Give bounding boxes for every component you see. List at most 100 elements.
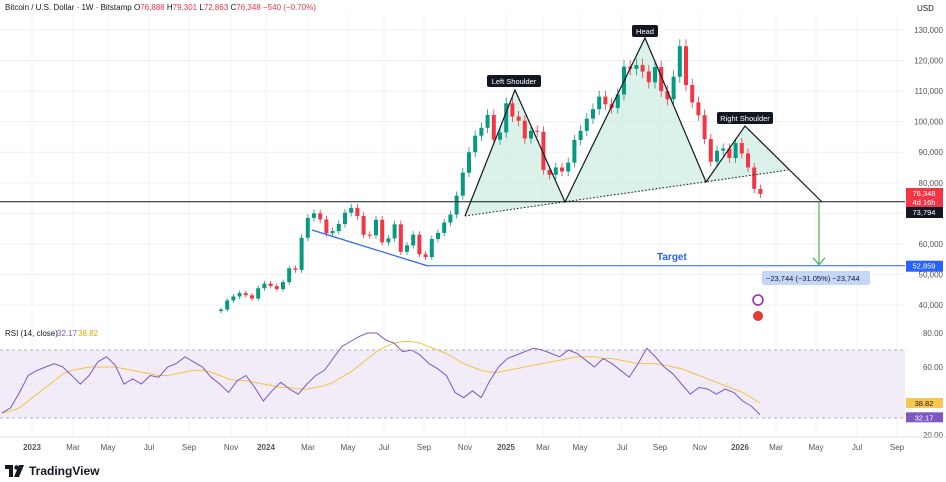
candle-body <box>653 66 657 83</box>
candle-body <box>715 150 719 162</box>
candle-body <box>386 238 391 243</box>
target-level-label: 52,859 <box>913 262 936 271</box>
rsi-tick-label: 20.00 <box>923 431 944 440</box>
time-tick-label: Mar <box>66 443 80 452</box>
rsi-value: 32.17 <box>57 329 78 338</box>
candle-body <box>243 293 248 296</box>
candle-body <box>752 167 757 189</box>
open-value: 76,888 <box>140 3 165 12</box>
candle-body <box>504 103 509 133</box>
flag-icon <box>753 311 763 321</box>
rsi-ma-value: 38.82 <box>78 329 99 338</box>
high-value: 79,301 <box>172 3 198 12</box>
last-price-tag <box>906 188 943 208</box>
currency-label: USD <box>917 4 934 13</box>
symbol-header: Bitcoin / U.S. Dollar · 1W · Bitstamp O7… <box>5 3 316 12</box>
candle-body <box>287 268 292 283</box>
head-label: Head <box>636 27 654 36</box>
time-tick-label: Jul <box>379 443 389 452</box>
candle-body <box>454 195 459 215</box>
right-shoulder-label-bg <box>717 112 773 124</box>
target-label: Target <box>657 252 687 263</box>
candle-body <box>231 296 236 301</box>
candle-body <box>485 114 490 128</box>
candle-body <box>733 143 738 159</box>
candle-body <box>312 213 316 218</box>
candle-body <box>572 140 577 163</box>
candle-body <box>758 188 763 194</box>
high-label: H <box>166 3 173 12</box>
close-value: 76,348 <box>236 3 261 12</box>
measure-label: −23,744 (−31.05%) −23,744 <box>766 274 860 283</box>
time-tick-label: Sep <box>417 443 432 452</box>
candle-body <box>436 232 440 239</box>
rsi-ma-tag <box>906 398 943 409</box>
candle-body <box>460 172 465 196</box>
candle-body <box>708 139 713 162</box>
candle-body <box>268 283 273 287</box>
rsi-tick-label: 60.00 <box>923 363 944 372</box>
candle-body <box>684 46 688 85</box>
lightning-icon <box>752 294 764 306</box>
rsi-tick-label: 80.00 <box>923 329 944 338</box>
candle-body <box>349 207 354 213</box>
price-tick-label: 110,000 <box>915 87 944 96</box>
time-tick-label: Nov <box>458 443 472 452</box>
time-tick-label: 2023 <box>23 443 41 452</box>
time-tick-label: Sep <box>182 443 197 452</box>
candle-body <box>330 231 335 234</box>
candle-body <box>442 222 447 233</box>
pattern-outline <box>464 36 823 217</box>
time-tick-label: May <box>572 443 587 452</box>
candle-body <box>677 46 682 77</box>
left-shoulder-label-bg <box>487 75 541 87</box>
low-label: L <box>199 3 204 12</box>
candle-body <box>535 130 540 132</box>
rsi-ma-line <box>1 341 761 414</box>
time-tick-label: Nov <box>693 443 707 452</box>
candle-body <box>541 131 546 170</box>
candle-body <box>411 234 416 246</box>
candle-body <box>417 234 422 255</box>
target-arrow-head <box>812 257 826 266</box>
candle-body <box>343 212 347 225</box>
support-trend-line <box>311 229 429 267</box>
candle-body <box>479 127 484 136</box>
candle-body <box>237 293 242 297</box>
candle-body <box>318 213 323 220</box>
candle-body <box>448 214 453 223</box>
candle-body <box>516 116 521 121</box>
candle-body <box>584 118 589 131</box>
time-tick-label: 2026 <box>731 443 749 452</box>
right-shoulder-label: Right Shoulder <box>720 114 770 123</box>
tradingview-logo[interactable]: TradingView <box>5 464 99 478</box>
candle-body <box>324 219 329 234</box>
rsi-line <box>1 332 761 415</box>
candle-body <box>671 76 676 100</box>
candle-body <box>696 102 701 116</box>
candle-body <box>380 219 385 243</box>
price-tick-label: 90,000 <box>919 148 944 157</box>
candle-body <box>274 286 279 290</box>
low-value: 72,863 <box>203 3 229 12</box>
rsi-tag-label: 32.17 <box>915 413 934 422</box>
candle-body <box>361 216 366 235</box>
rsi-tag <box>906 412 943 423</box>
candle-body <box>560 167 564 172</box>
time-tick-label: Sep <box>653 443 668 452</box>
candle-body <box>262 283 267 289</box>
candle-body <box>640 65 645 72</box>
head-label-bg <box>632 25 658 37</box>
candle-body <box>305 217 310 238</box>
candle-body <box>392 224 397 239</box>
candle-body <box>634 65 639 69</box>
candle-body <box>665 91 670 100</box>
candle-body <box>702 115 707 140</box>
candle-body <box>591 109 595 119</box>
time-tick-label: Mar <box>769 443 783 452</box>
open-label: O <box>133 3 141 12</box>
price-tick-label: 130,000 <box>914 26 943 35</box>
left-shoulder-label: Left Shoulder <box>492 77 537 86</box>
candle-body <box>646 71 651 83</box>
